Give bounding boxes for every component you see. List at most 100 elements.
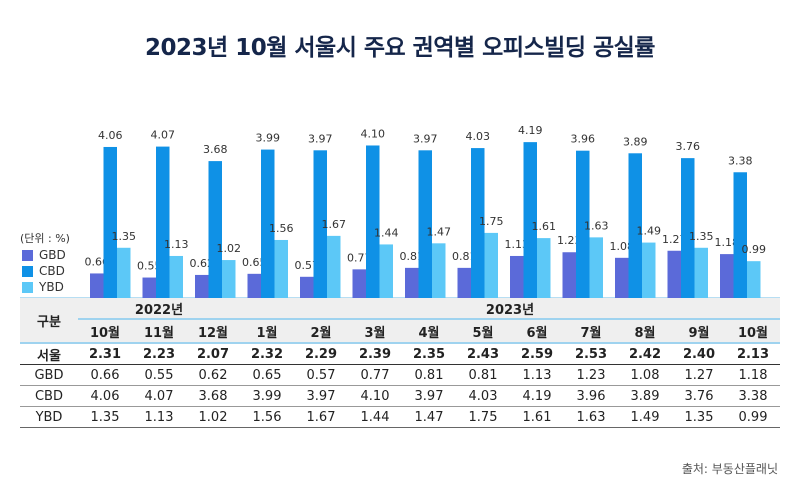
bar-cbd [471, 148, 485, 298]
table-cell: 1.02 [186, 406, 240, 428]
data-label: 1.35 [689, 230, 714, 243]
data-label: 1.13 [505, 238, 530, 251]
data-label: 0.57 [295, 259, 320, 272]
chart-title: 2023년 10월 서울시 주요 권역별 오피스빌딩 공실률 [145, 35, 655, 61]
bar-gbd [352, 269, 366, 298]
table-cell: 3.76 [672, 385, 726, 407]
month-label: 4월 [402, 319, 456, 344]
table-cell: 1.63 [564, 406, 618, 428]
data-label: 4.19 [518, 124, 543, 137]
bar-chart: 0.664.061.350.554.071.130.623.681.020.65… [20, 124, 780, 299]
table-cell: 1.61 [510, 406, 564, 428]
legend-label: YBD [39, 280, 64, 294]
data-label: 1.13 [164, 238, 189, 251]
bar-gbd [405, 267, 419, 298]
table-cell: 2.59 [510, 343, 564, 365]
year-label: 2023년 [240, 298, 780, 320]
table-cell: 3.97 [294, 385, 348, 407]
bar-cbd [418, 150, 432, 298]
bar-gbd [300, 276, 314, 298]
data-label: 0.65 [242, 256, 267, 269]
data-label: 1.02 [217, 242, 242, 255]
data-label: 0.66 [85, 255, 110, 268]
bar-ybd [642, 242, 656, 298]
table-cell: 1.35 [672, 406, 726, 428]
legend-swatch [22, 265, 33, 277]
table-cell: 2.29 [294, 343, 348, 365]
table-cell: 2.40 [672, 343, 726, 365]
legend-label: CBD [39, 264, 65, 278]
legend-ybd: YBD [22, 280, 64, 294]
bar-cbd [103, 146, 117, 298]
data-label: 1.18 [715, 236, 740, 249]
data-label: 1.27 [662, 233, 687, 246]
data-label: 1.35 [112, 230, 137, 243]
data-label: 0.81 [400, 250, 425, 263]
table-cell: 3.96 [564, 385, 618, 407]
month-row: 10월 11월 12월 1월 2월 3월 4월 5월 6월 7월 8월 9월 10월 [20, 319, 780, 344]
data-label: 3.97 [308, 132, 333, 145]
table-cell: 1.44 [348, 406, 402, 428]
data-label: 4.03 [466, 130, 491, 143]
table-cell: 1.13 [132, 406, 186, 428]
bar-ybd [169, 255, 183, 298]
table-cell: 4.03 [456, 385, 510, 407]
table-cell: 2.39 [348, 343, 402, 365]
bar-ybd [117, 247, 131, 298]
bar-cbd [156, 146, 170, 298]
data-label: 0.55 [137, 260, 162, 273]
table-cell: 2.53 [564, 343, 618, 365]
data-label: 3.89 [623, 135, 648, 148]
table-cell: 3.99 [240, 385, 294, 407]
bar-ybd [747, 261, 761, 298]
data-label: 0.99 [742, 243, 767, 256]
data-label: 4.10 [361, 127, 386, 140]
table-cell: 1.18 [726, 364, 780, 386]
bar-cbd [366, 145, 380, 298]
table-cell: 2.07 [186, 343, 240, 365]
row-label: YBD [20, 406, 78, 428]
month-label: 1월 [240, 319, 294, 344]
data-label: 1.75 [479, 215, 504, 228]
unit-label: (단위 : %) [20, 232, 70, 245]
table-cell: 2.23 [132, 343, 186, 365]
table-cell: 1.67 [294, 406, 348, 428]
data-label: 4.06 [98, 129, 123, 142]
table-cell: 0.65 [240, 364, 294, 386]
bar-ybd [379, 244, 393, 298]
bar-cbd [733, 172, 747, 298]
bar-cbd [208, 161, 222, 298]
table-cell: 4.10 [348, 385, 402, 407]
legend-gbd: GBD [22, 248, 66, 262]
table-cell: 4.07 [132, 385, 186, 407]
year-row: 구분 2022년 2023년 [20, 298, 780, 344]
data-label: 1.56 [269, 222, 294, 235]
table-cell: 3.68 [186, 385, 240, 407]
data-label: 0.77 [347, 251, 372, 264]
bar-gbd [615, 257, 629, 298]
month-label: 10월 [726, 319, 780, 344]
table-cell: 3.38 [726, 385, 780, 407]
table-cell: 3.89 [618, 385, 672, 407]
data-label: 4.07 [151, 129, 176, 142]
table-cell: 1.13 [510, 364, 564, 386]
bar-cbd [681, 158, 695, 298]
table-cell: 1.56 [240, 406, 294, 428]
data-label: 1.67 [322, 218, 347, 231]
table-cell: 0.81 [456, 364, 510, 386]
table-header-label: 구분 [20, 298, 78, 344]
table-cell: 0.66 [78, 364, 132, 386]
bar-ybd [327, 235, 341, 298]
table-cell: 1.08 [618, 364, 672, 386]
bar-gbd [90, 273, 104, 298]
bar-gbd [667, 250, 681, 298]
data-label: 3.76 [676, 140, 701, 153]
legend-label: GBD [39, 248, 66, 262]
table-cell: 4.19 [510, 385, 564, 407]
bar-gbd [510, 255, 524, 298]
table-cell: 1.27 [672, 364, 726, 386]
data-label: 3.96 [571, 133, 596, 146]
table-cell: 2.31 [78, 343, 132, 365]
table-cell: 0.55 [132, 364, 186, 386]
legend-swatch [22, 281, 33, 293]
